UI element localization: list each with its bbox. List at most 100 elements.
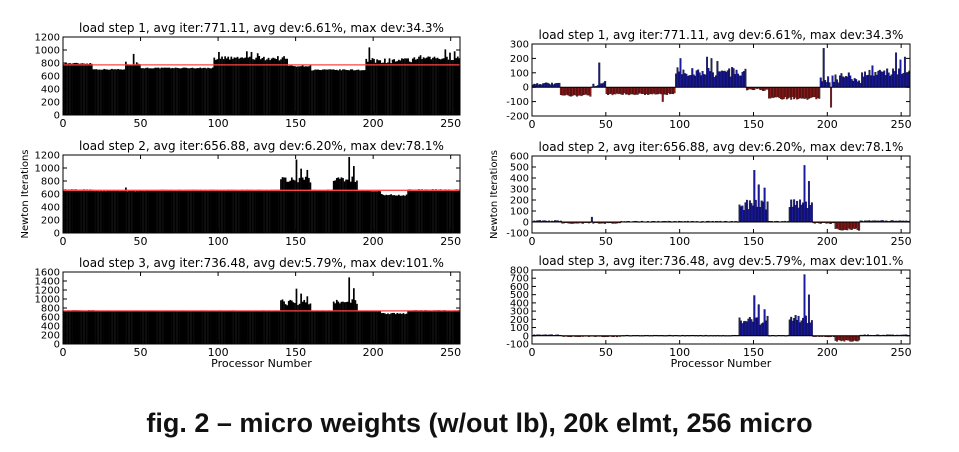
bar [232, 310, 234, 344]
bar [290, 177, 293, 233]
y-tick-label: 800 [41, 177, 60, 188]
bar [390, 194, 392, 233]
bar [402, 195, 405, 233]
bar [204, 189, 206, 233]
bar [818, 87, 821, 99]
bar [121, 311, 124, 344]
bar [388, 194, 391, 233]
y-tick-label: 400 [41, 322, 60, 333]
bar [259, 59, 262, 115]
bar [272, 57, 275, 115]
bar [255, 310, 257, 344]
bar [377, 60, 380, 115]
bar [114, 311, 116, 344]
bar [442, 189, 445, 233]
bar [357, 311, 360, 344]
bar [427, 189, 430, 233]
bar [148, 311, 150, 344]
bar [415, 59, 417, 115]
bar [436, 57, 439, 115]
bar [269, 60, 271, 115]
bar [401, 58, 403, 115]
bar [286, 181, 289, 233]
bar [112, 69, 115, 115]
bar [128, 311, 130, 344]
bar [118, 311, 121, 344]
bar [152, 68, 155, 115]
bar [222, 59, 225, 115]
y-tick-label: 800 [41, 304, 60, 315]
bar [402, 313, 405, 344]
bar [115, 190, 118, 233]
bar [145, 190, 147, 233]
bar [335, 69, 338, 115]
bar [109, 311, 112, 344]
y-tick-label: 400 [41, 203, 60, 214]
y-tick-label: 500 [510, 163, 529, 174]
bar [289, 299, 292, 344]
bar [320, 310, 323, 344]
y-tick-label: 0 [54, 111, 60, 122]
bar [151, 311, 154, 344]
bar [138, 190, 141, 233]
bar [432, 310, 434, 344]
bar [340, 177, 343, 233]
bar [89, 63, 92, 115]
bar [366, 311, 369, 344]
bar [280, 59, 282, 115]
bar [384, 313, 386, 344]
bar [295, 288, 298, 344]
bar [107, 311, 110, 344]
y-tick-label: 600 [510, 152, 529, 163]
bar [428, 189, 431, 233]
bar [312, 70, 315, 115]
bar [352, 70, 355, 115]
bar [442, 310, 445, 344]
bar [399, 313, 402, 344]
bar [275, 189, 278, 233]
bar [126, 191, 129, 233]
bar [393, 195, 396, 233]
bar [416, 310, 419, 344]
bar [453, 189, 456, 233]
bar [435, 310, 437, 344]
bar [135, 190, 138, 233]
chart-title: load step 3, avg iter:736.48, avg dev:5.… [539, 254, 904, 268]
bar [242, 310, 245, 344]
bar [402, 58, 405, 115]
bar [394, 314, 397, 344]
bar [244, 57, 247, 115]
bar [259, 189, 262, 233]
bar [258, 189, 261, 233]
bar [244, 189, 247, 233]
bar [325, 310, 327, 344]
bar [193, 68, 195, 115]
bar [345, 69, 347, 115]
bar [216, 310, 219, 344]
bar [374, 311, 377, 344]
bar [283, 56, 285, 115]
bar [396, 61, 399, 115]
bar [452, 59, 454, 115]
bar [304, 176, 307, 233]
bar [253, 189, 256, 233]
bar [80, 63, 82, 115]
bar [75, 310, 78, 344]
bar [363, 191, 366, 233]
bar [140, 311, 143, 344]
bar [405, 194, 408, 233]
x-tick-label: 200 [363, 117, 384, 130]
bar [92, 310, 95, 344]
bar [455, 58, 458, 115]
bar [241, 57, 244, 115]
bar [376, 59, 378, 115]
x-tick-label: 0 [529, 235, 536, 248]
bar [858, 335, 861, 341]
bar [87, 189, 90, 233]
bar [180, 310, 183, 344]
bar [331, 189, 333, 233]
bar [83, 63, 85, 115]
bar [148, 68, 150, 115]
bar [404, 58, 406, 115]
bar [415, 310, 417, 344]
